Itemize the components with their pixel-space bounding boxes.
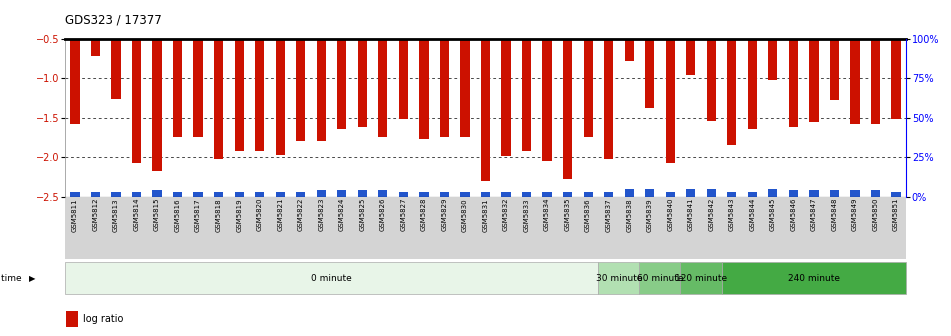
Bar [173, 192, 183, 197]
Bar [563, 192, 573, 197]
Bar [398, 0, 408, 119]
Text: 120 minute: 120 minute [675, 274, 728, 283]
Bar [481, 192, 490, 197]
Bar [809, 190, 819, 197]
Bar [728, 0, 736, 145]
Bar [132, 0, 141, 163]
Bar [338, 190, 346, 197]
Bar [152, 190, 162, 197]
Bar [132, 192, 141, 197]
Bar [91, 192, 100, 197]
Bar [639, 262, 681, 294]
Bar [788, 0, 798, 127]
Bar [850, 0, 860, 124]
Bar [398, 192, 408, 197]
Bar [707, 0, 716, 121]
Bar [419, 192, 429, 197]
Bar [235, 0, 243, 151]
Bar [439, 192, 449, 197]
Text: time: time [1, 274, 25, 283]
Bar [358, 0, 367, 127]
Bar [604, 192, 613, 197]
Bar [788, 190, 798, 197]
Bar [666, 192, 675, 197]
Bar [111, 192, 121, 197]
Bar [686, 189, 695, 197]
Bar [193, 0, 203, 137]
Bar [214, 192, 223, 197]
Bar [891, 0, 901, 119]
Bar [460, 192, 470, 197]
Bar [809, 0, 819, 122]
Text: 30 minute: 30 minute [595, 274, 642, 283]
Bar [722, 262, 906, 294]
Bar [276, 0, 285, 155]
Bar [255, 0, 264, 151]
Bar [378, 190, 387, 197]
Bar [747, 192, 757, 197]
Bar [850, 190, 860, 197]
Bar [542, 0, 552, 161]
Bar [681, 262, 722, 294]
Bar [276, 192, 285, 197]
Bar [625, 189, 633, 197]
Bar [70, 192, 80, 197]
Bar [501, 192, 511, 197]
Bar [563, 0, 573, 179]
Bar [296, 192, 305, 197]
Bar [173, 0, 183, 137]
Bar [728, 192, 736, 197]
Bar [214, 0, 223, 159]
Bar [645, 0, 654, 108]
Bar [871, 0, 880, 124]
Text: GDS323 / 17377: GDS323 / 17377 [65, 13, 162, 27]
Bar [358, 190, 367, 197]
Bar [830, 190, 839, 197]
Bar [768, 189, 778, 197]
Bar [871, 190, 880, 197]
Bar [686, 0, 695, 75]
Bar [542, 192, 552, 197]
Bar [317, 0, 326, 141]
Bar [666, 0, 675, 163]
Text: 0 minute: 0 minute [311, 274, 352, 283]
Text: 240 minute: 240 minute [788, 274, 840, 283]
Bar [193, 192, 203, 197]
Bar [111, 0, 121, 99]
Bar [378, 0, 387, 137]
Bar [830, 0, 839, 100]
Bar [296, 0, 305, 141]
Bar [625, 0, 633, 61]
Bar [604, 0, 613, 159]
Bar [891, 192, 901, 197]
Bar [768, 0, 778, 81]
Bar [65, 262, 598, 294]
Bar [255, 192, 264, 197]
Text: ▶: ▶ [29, 274, 35, 283]
Bar [338, 0, 346, 129]
Bar [152, 0, 162, 171]
Text: log ratio: log ratio [84, 313, 124, 324]
Bar [707, 189, 716, 197]
Bar [481, 0, 490, 181]
Bar [91, 0, 100, 56]
Bar [317, 190, 326, 197]
Text: 60 minute: 60 minute [637, 274, 683, 283]
Bar [66, 310, 78, 327]
Bar [419, 0, 429, 139]
Bar [501, 0, 511, 156]
Bar [70, 0, 80, 124]
Bar [522, 192, 532, 197]
Bar [439, 0, 449, 136]
Bar [235, 192, 243, 197]
Bar [598, 262, 639, 294]
Bar [584, 192, 592, 197]
Bar [645, 189, 654, 197]
Bar [460, 0, 470, 136]
Bar [747, 0, 757, 129]
Bar [584, 0, 592, 137]
Bar [522, 0, 532, 151]
